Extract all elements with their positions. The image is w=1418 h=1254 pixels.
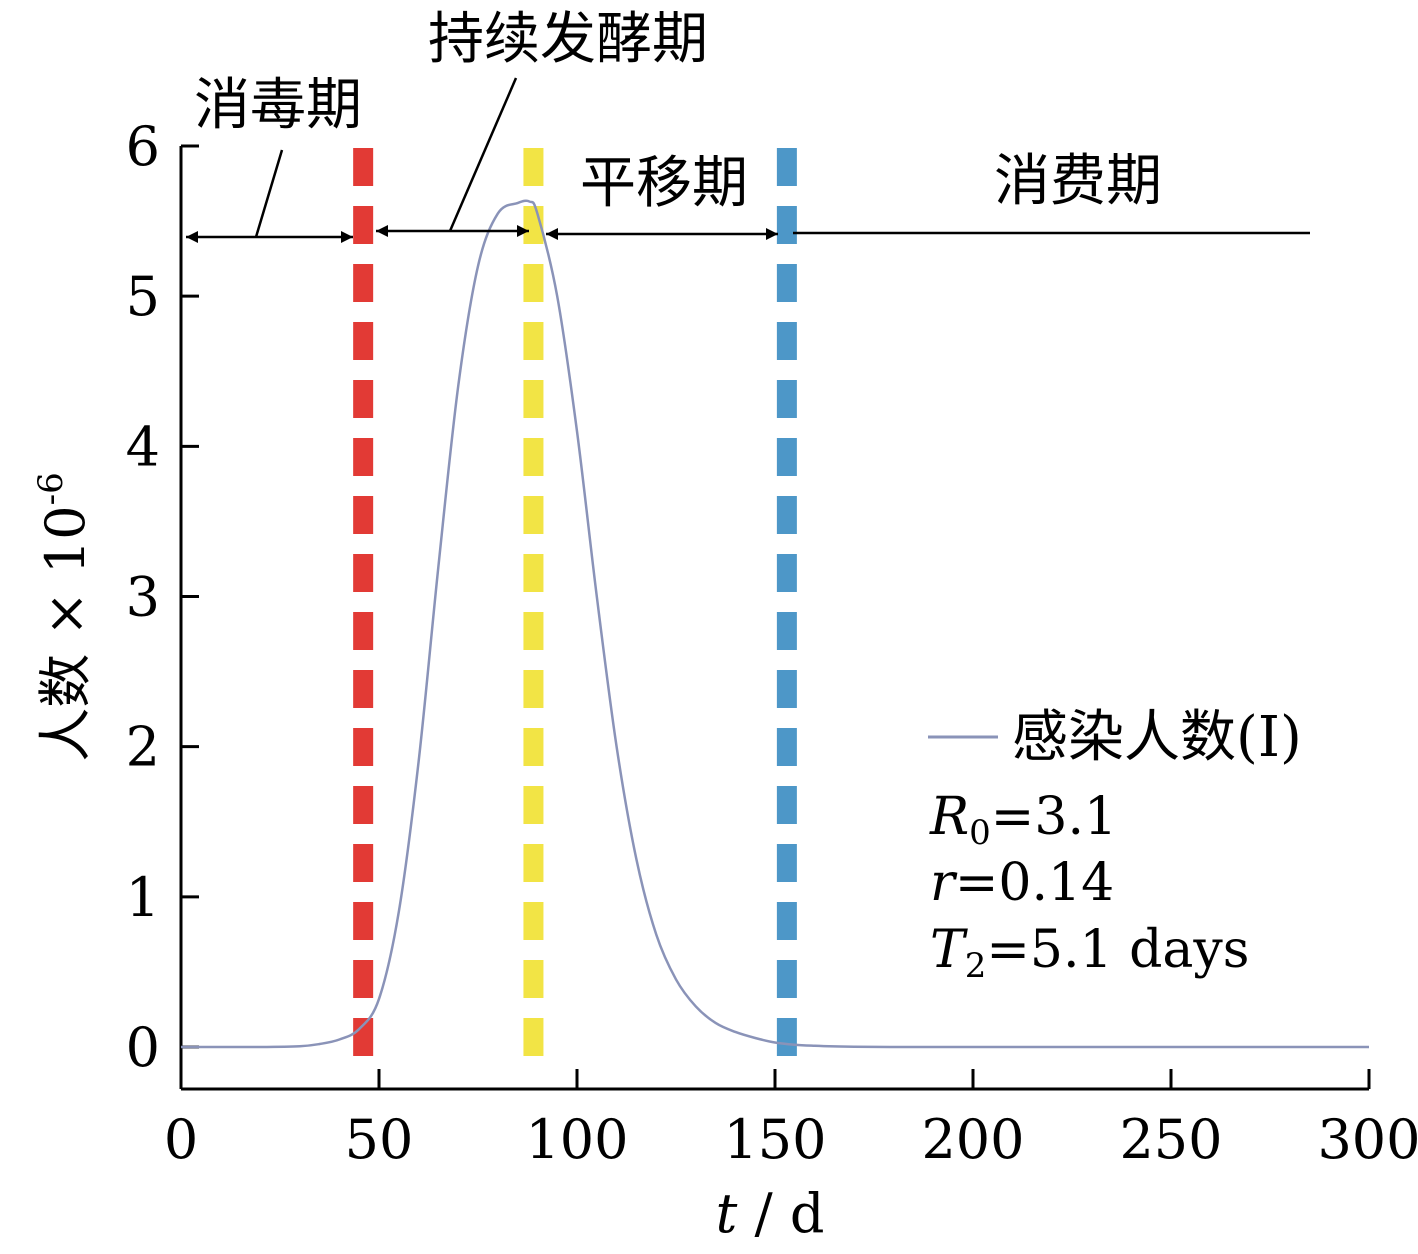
x-axis-title: t / d: [716, 1182, 825, 1245]
leader-fermentation: [448, 77, 518, 232]
legend: 感染人数(I): [928, 705, 1302, 770]
x-tick-label: 0: [164, 1108, 198, 1171]
phase-label-fermentation: 持续发酵期: [428, 7, 708, 72]
x-ticks: 0 50 100 150 200 250 300: [164, 1069, 1418, 1171]
phase-label-consumption: 消费期: [994, 149, 1162, 214]
x-tick-label: 300: [1317, 1108, 1418, 1171]
y-tick-label: 1: [126, 866, 160, 929]
y-axis-title: 人数 × 10-6: [31, 472, 97, 761]
leader-disinfection: [254, 149, 284, 238]
x-tick-label: 150: [723, 1108, 826, 1171]
y-tick-label: 4: [126, 415, 160, 478]
y-tick-label: 6: [126, 115, 160, 178]
phase-labels: 消毒期 持续发酵期 平移期 消费期: [194, 7, 1162, 216]
phase-arrows: [186, 77, 1310, 243]
x-tick-label: 200: [921, 1108, 1024, 1171]
y-tick-label: 2: [126, 716, 160, 779]
annotation-t2: T2=5.1 days: [930, 920, 1249, 986]
y-tick-label: 3: [126, 566, 160, 629]
x-tick-label: 50: [345, 1108, 414, 1171]
legend-label: 感染人数(I): [1012, 705, 1302, 770]
annotation-r: r=0.14: [930, 853, 1114, 913]
y-tick-label: 0: [126, 1016, 160, 1079]
x-tick-label: 100: [525, 1108, 628, 1171]
x-tick-label: 250: [1119, 1108, 1222, 1171]
phase-boundary-lines: [353, 148, 797, 1075]
series-line-infected: [180, 199, 1369, 1049]
annotation-r0: R0=3.1: [929, 787, 1117, 853]
phase-label-disinfection: 消毒期: [194, 73, 362, 138]
phase-label-translation: 平移期: [580, 151, 748, 216]
y-ticks: 0 1 2 3 4 5 6: [126, 115, 199, 1079]
parameter-annotations: R0=3.1 r=0.14 T2=5.1 days: [929, 787, 1249, 986]
y-tick-label: 5: [126, 265, 160, 328]
